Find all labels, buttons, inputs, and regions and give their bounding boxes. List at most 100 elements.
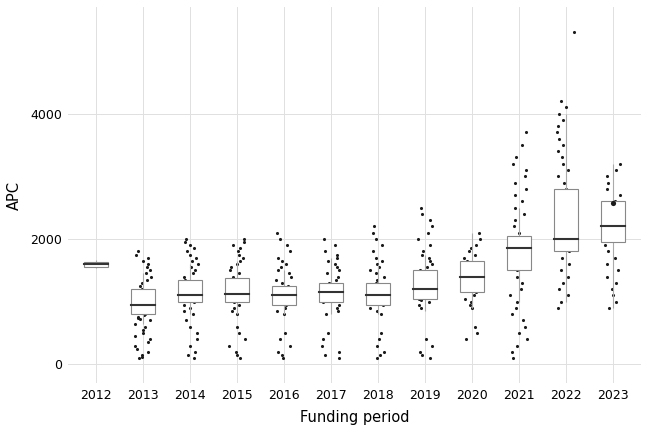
- Point: [231, 348, 241, 355]
- Point: [189, 245, 199, 252]
- Point: [239, 292, 249, 299]
- Point: [421, 336, 431, 343]
- Point: [516, 280, 527, 286]
- Point: [568, 192, 579, 199]
- Point: [187, 257, 198, 264]
- Point: [611, 166, 621, 173]
- Point: [330, 276, 341, 283]
- Point: [273, 254, 283, 261]
- Point: [522, 242, 533, 249]
- Point: [514, 235, 524, 242]
- Point: [333, 302, 343, 308]
- Point: [225, 291, 235, 298]
- Point: [424, 257, 435, 264]
- Point: [187, 295, 197, 302]
- Point: [470, 273, 481, 280]
- Point: [372, 355, 382, 362]
- Point: [237, 295, 247, 302]
- Point: [608, 200, 618, 206]
- Point: [365, 267, 375, 274]
- Point: [606, 204, 616, 211]
- Point: [232, 323, 242, 330]
- Point: [417, 251, 427, 258]
- Point: [562, 292, 573, 299]
- Point: [369, 287, 379, 294]
- Point: [522, 336, 532, 343]
- Point: [143, 254, 154, 261]
- Point: [415, 297, 426, 304]
- Point: [422, 289, 433, 295]
- Point: [558, 141, 568, 148]
- Point: [558, 160, 568, 167]
- Point: [610, 235, 620, 242]
- Point: [189, 298, 200, 305]
- Point: [130, 333, 140, 340]
- Point: [275, 295, 285, 302]
- Point: [610, 198, 620, 205]
- Point: [417, 248, 428, 255]
- Point: [138, 327, 148, 334]
- Point: [237, 297, 247, 304]
- Point: [511, 154, 522, 161]
- Point: [235, 245, 246, 252]
- Point: [133, 248, 143, 255]
- Point: [465, 245, 476, 252]
- Point: [509, 223, 519, 230]
- Point: [192, 260, 203, 267]
- Point: [323, 257, 334, 264]
- Point: [332, 305, 342, 311]
- Point: [555, 298, 566, 305]
- Point: [510, 192, 520, 199]
- Point: [324, 280, 334, 286]
- Point: [286, 273, 296, 280]
- Point: [413, 295, 424, 302]
- Point: [179, 308, 190, 314]
- Bar: [319, 283, 343, 302]
- Point: [131, 301, 141, 308]
- Point: [283, 286, 293, 292]
- Point: [519, 210, 529, 217]
- Point: [467, 305, 477, 311]
- Point: [143, 297, 154, 304]
- Point: [558, 198, 568, 205]
- Point: [135, 316, 145, 323]
- Point: [272, 308, 282, 314]
- Point: [137, 330, 148, 337]
- Point: [270, 276, 281, 283]
- Point: [557, 229, 568, 236]
- Point: [283, 283, 293, 289]
- Point: [369, 223, 379, 230]
- Point: [190, 348, 200, 355]
- Point: [130, 320, 141, 327]
- Point: [318, 342, 328, 349]
- Point: [515, 254, 526, 261]
- Point: [329, 287, 339, 294]
- Point: [425, 355, 435, 362]
- Point: [375, 330, 386, 337]
- Point: [415, 286, 425, 292]
- Point: [185, 323, 196, 330]
- Point: [327, 289, 338, 295]
- Point: [277, 257, 287, 264]
- Point: [141, 270, 151, 277]
- Point: [516, 141, 527, 148]
- Point: [191, 289, 201, 295]
- Bar: [460, 261, 483, 292]
- Point: [374, 264, 384, 270]
- Point: [512, 342, 522, 349]
- Point: [146, 293, 156, 300]
- Point: [559, 179, 570, 186]
- Point: [141, 308, 151, 315]
- Point: [181, 283, 192, 289]
- Point: [277, 280, 288, 286]
- Point: [512, 298, 522, 305]
- Point: [224, 280, 235, 286]
- Point: [418, 292, 428, 299]
- Point: [334, 348, 344, 355]
- Point: [377, 293, 388, 300]
- Point: [365, 295, 375, 302]
- Point: [422, 264, 432, 270]
- Point: [180, 238, 191, 245]
- Point: [415, 204, 426, 211]
- Point: [238, 293, 248, 300]
